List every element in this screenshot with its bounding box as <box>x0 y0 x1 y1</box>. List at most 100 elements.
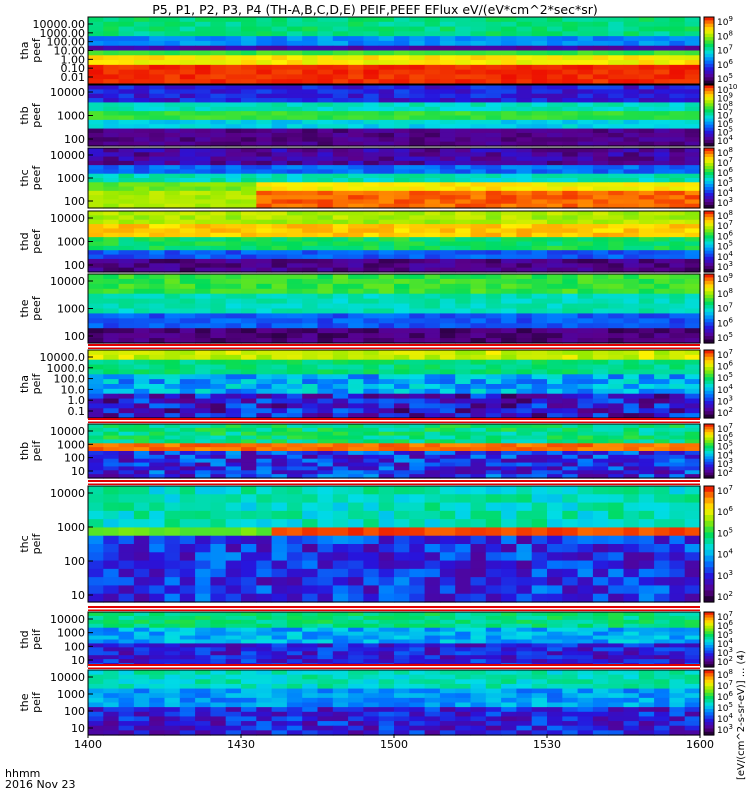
heatmap-cell <box>133 451 150 456</box>
heatmap-cell <box>638 568 655 578</box>
heatmap-cell <box>562 190 579 196</box>
heatmap-cell <box>271 552 288 562</box>
heatmap-cell <box>348 354 364 361</box>
heatmap-cell <box>302 31 319 37</box>
heatmap-cell <box>592 374 609 380</box>
heatmap-cell <box>654 232 670 238</box>
heatmap-cell <box>378 141 395 147</box>
heatmap-cell <box>592 169 609 175</box>
heatmap-cell <box>684 313 701 319</box>
heatmap-cell <box>439 132 456 138</box>
heatmap-cell <box>149 115 166 121</box>
heatmap-cell <box>225 160 242 166</box>
heatmap-cell <box>562 288 579 295</box>
heatmap-cell <box>577 323 594 329</box>
heatmap-cell <box>501 203 517 209</box>
heatmap-cell <box>409 451 426 456</box>
heatmap-cell <box>241 403 257 409</box>
heatmap-cell <box>455 612 472 617</box>
heatmap-cell <box>684 424 701 429</box>
heatmap-cell <box>409 439 426 444</box>
heatmap-cell <box>118 593 135 603</box>
heatmap-cell <box>409 186 426 192</box>
heatmap-cell <box>302 115 319 121</box>
heatmap-cell <box>179 69 196 76</box>
heatmap-cell <box>439 156 456 162</box>
heatmap-cell <box>348 69 364 76</box>
heatmap-cell <box>485 278 502 285</box>
heatmap-cell <box>286 93 303 99</box>
heatmap-cell <box>118 350 135 356</box>
heatmap-cell <box>195 274 211 280</box>
heatmap-cell <box>684 106 701 112</box>
heatmap-cell <box>638 17 655 23</box>
heatmap-cell <box>133 627 150 633</box>
heatmap-cell <box>638 69 655 76</box>
heatmap-cell <box>179 494 196 504</box>
heatmap-cell <box>562 102 579 108</box>
heatmap-cell <box>317 64 334 71</box>
heatmap-cell <box>348 89 364 95</box>
colorbar-step <box>704 247 714 252</box>
heatmap-cell <box>547 369 563 375</box>
heatmap-cell <box>409 288 426 295</box>
heatmap-cell <box>516 447 533 452</box>
heatmap-cell <box>179 303 196 310</box>
heatmap-cell <box>501 313 517 319</box>
heatmap-cell <box>424 462 441 468</box>
heatmap-cell <box>623 519 640 529</box>
heatmap-cell <box>348 552 364 562</box>
heatmap-cell <box>256 74 273 80</box>
heatmap-cell <box>179 486 196 495</box>
heatmap-cell <box>149 544 166 553</box>
heatmap-cell <box>638 398 655 405</box>
heatmap-cell <box>424 79 441 85</box>
heatmap-cell <box>225 203 242 209</box>
heatmap-cell <box>501 623 517 629</box>
heatmap-cell <box>179 447 196 452</box>
heatmap-cell <box>654 263 670 269</box>
colorbar-step <box>704 211 714 215</box>
heatmap-cell <box>669 431 686 437</box>
heatmap-cell <box>271 408 288 414</box>
heatmap-cell <box>133 527 150 537</box>
heatmap-cell <box>623 398 640 405</box>
heatmap-cell <box>623 195 640 201</box>
heatmap-cell <box>623 369 640 375</box>
heatmap-cell <box>516 470 533 475</box>
heatmap-cell <box>317 178 334 183</box>
heatmap-cell <box>317 328 334 334</box>
heatmap-cell <box>317 431 334 437</box>
heatmap-cell <box>103 237 120 243</box>
heatmap-cell <box>684 64 701 71</box>
heatmap-cell <box>608 169 625 175</box>
heatmap-cell <box>133 267 150 273</box>
heatmap-cell <box>654 293 670 300</box>
heatmap-cell <box>669 303 686 310</box>
heatmap-cell <box>531 195 548 201</box>
heatmap-cell <box>531 388 548 395</box>
colorbar-step <box>704 244 714 249</box>
heatmap-cell <box>179 199 196 205</box>
heatmap-cell <box>424 224 441 230</box>
heatmap-cell <box>501 106 517 112</box>
heatmap-cell <box>103 186 120 192</box>
heatmap-cell <box>363 254 380 260</box>
heatmap-cell <box>638 40 655 47</box>
heatmap-cell <box>302 615 319 621</box>
heatmap-cell <box>562 458 579 464</box>
heatmap-cell <box>88 79 104 85</box>
heatmap-cell <box>241 258 257 264</box>
heatmap-cell <box>394 439 410 444</box>
heatmap-cell <box>88 186 104 192</box>
heatmap-cell <box>302 45 319 52</box>
heatmap-cell <box>654 93 670 99</box>
heatmap-cell <box>638 26 655 32</box>
heatmap-cell <box>210 350 227 356</box>
heatmap-cell <box>302 454 319 460</box>
heatmap-cell <box>608 224 625 230</box>
heatmap-cell <box>547 443 563 448</box>
heatmap-cell <box>424 535 441 545</box>
heatmap-cell <box>470 263 487 269</box>
heatmap-cell <box>348 182 364 188</box>
